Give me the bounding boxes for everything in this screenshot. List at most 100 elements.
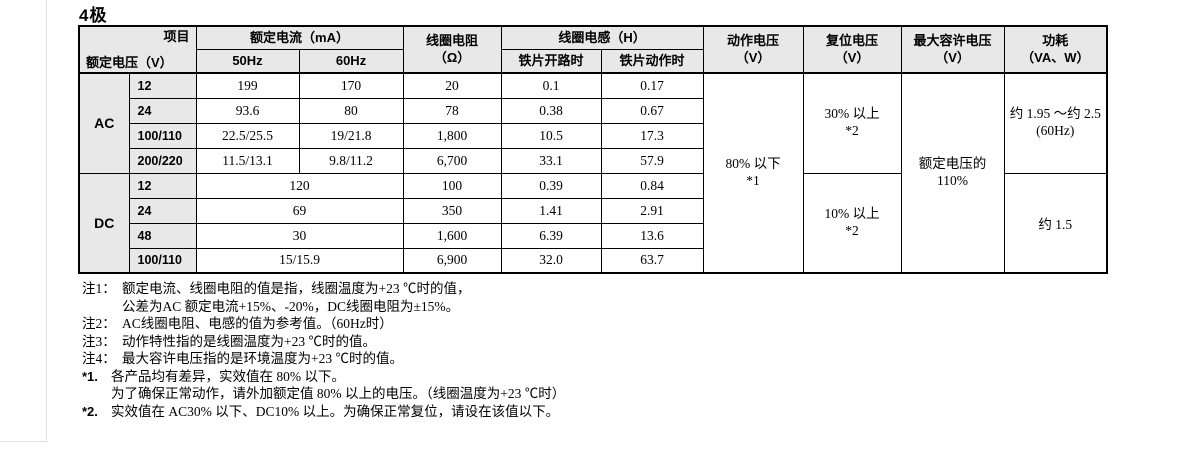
row-label-voltage: 12 [128, 172, 197, 199]
reset-voltage-dc-footref: *2 [845, 222, 859, 238]
cell-resistance: 78 [402, 97, 502, 124]
cell-current-dc: 69 [195, 197, 404, 224]
cell-inductance-operate: 57.9 [600, 147, 704, 174]
spec-table: 项目 额定电压（V） 额定电流（mA） 线圈电阻 （Ω） 线圈电感（H） 动作电… [78, 25, 1109, 274]
cell-inductance-open: 32.0 [500, 247, 602, 274]
cell-inductance-operate: 0.67 [600, 97, 704, 124]
header-rated-current: 额定电流（mA） [195, 25, 404, 50]
page-edge-vertical [46, 0, 47, 441]
max-voltage-value-line1: 额定电压的 [918, 156, 987, 172]
cell-power-dc: 约 1.5 [1003, 172, 1108, 274]
header-power-line2: （VA、W） [1021, 49, 1090, 65]
header-coil-inductance: 线圈电感（H） [500, 25, 704, 50]
footnote-star2: *2. 实效值在 AC30% 以下、DC10% 以上。为确保正常复位，请设在该值… [82, 403, 1042, 421]
cell-inductance-open: 1.41 [500, 197, 602, 224]
note-1: 注1： 额定电流、线圈电阻的值是指，线圈温度为+23 ℃时的值， 公差为AC 额… [82, 280, 1042, 315]
footnote-star2-label: *2. [82, 403, 98, 419]
cell-current-50hz: 199 [195, 72, 300, 99]
operate-voltage-footref: *1 [746, 173, 760, 188]
header-reset-voltage-line1: 复位电压 [826, 33, 879, 49]
header-50hz: 50Hz [195, 48, 300, 74]
cell-inductance-operate: 63.7 [600, 247, 704, 274]
footnote-star1-label: *1. [82, 368, 98, 384]
header-reset-voltage-line2: （V） [834, 49, 870, 65]
header-max-allowable-voltage: 最大容许电压 （V） [900, 25, 1005, 74]
page-title: 4极 [79, 6, 108, 25]
cell-current-50hz: 93.6 [195, 97, 300, 124]
header-max-voltage-line1: 最大容许电压 [913, 33, 992, 49]
reset-voltage-ac-value: 30% 以上 [824, 106, 880, 122]
note-3-line1: 动作特性指的是线圈温度为+23 ℃时的值。 [122, 333, 376, 349]
power-ac-value: 约 1.95 ～约 2.5 [1009, 106, 1101, 122]
header-coil-resistance: 线圈电阻 （Ω） [402, 25, 502, 74]
cell-inductance-open: 0.38 [500, 97, 602, 124]
cell-current-60hz: 170 [298, 72, 404, 99]
note-1-line2: 公差为AC 额定电流+15%、-20%，DC线圈电阻为±15%。 [122, 298, 460, 314]
row-label-voltage: 200/220 [128, 147, 197, 174]
note-4-line1: 最大容许电压指的是环境温度为+23 ℃时的值。 [122, 351, 403, 366]
note-2: 注2： AC线圈电阻、电感的值为参考值。（60Hz时） [82, 315, 1042, 333]
cell-inductance-operate: 0.17 [600, 72, 704, 99]
header-operate-voltage-line2: （V） [735, 49, 771, 65]
reset-voltage-dc-value: 10% 以上 [824, 205, 880, 221]
cell-inductance-open: 6.39 [500, 222, 602, 249]
cell-inductance-open: 0.1 [500, 72, 602, 99]
operate-voltage-value: 80% 以下 [725, 156, 781, 172]
header-power-line1: 功耗 [1042, 33, 1069, 49]
page-edge-horizontal [0, 441, 47, 442]
cell-resistance: 6,900 [402, 247, 502, 274]
cell-current-dc: 120 [195, 172, 404, 199]
cell-current-dc: 15/15.9 [195, 247, 404, 274]
header-operate-voltage: 动作电压 （V） [702, 25, 804, 74]
header-60hz: 60Hz [298, 48, 404, 74]
cell-current-dc: 30 [195, 222, 404, 249]
footnote-star2-line1: 实效值在 AC30% 以下、DC10% 以上。为确保正常复位，请设在该值以下。 [111, 403, 560, 419]
header-operate-voltage-line1: 动作电压 [727, 33, 780, 49]
note-2-label: 注2： [82, 316, 116, 331]
cell-inductance-operate: 2.91 [600, 197, 704, 224]
cell-operate-voltage: 80% 以下 *1 [702, 72, 804, 274]
footnote-star1-line1: 各产品均有差异，实效值在 80% 以下。 [111, 368, 345, 384]
footnote-star1-line2: 为了确保正常动作，请外加额定值 80% 以上的电压。（线圈温度为+23 ℃时） [111, 386, 566, 401]
cell-max-allowable-voltage: 额定电压的 110% [900, 72, 1005, 274]
row-label-voltage: 100/110 [128, 247, 197, 274]
row-label-voltage: 100/110 [128, 122, 197, 149]
row-label-voltage: 24 [128, 97, 197, 124]
footnote-star1: *1. 各产品均有差异，实效值在 80% 以下。 为了确保正常动作，请外加额定值… [82, 368, 1042, 403]
footnotes: 注1： 额定电流、线圈电阻的值是指，线圈温度为+23 ℃时的值， 公差为AC 额… [82, 280, 1042, 420]
row-label-voltage: 24 [128, 197, 197, 224]
header-coil-resistance-line1: 线圈电阻 [426, 33, 479, 49]
header-max-voltage-line2: （V） [935, 49, 970, 65]
cell-current-60hz: 80 [298, 97, 404, 124]
header-armature-open: 铁片开路时 [500, 48, 602, 74]
header-coil-resistance-line2: （Ω） [433, 49, 471, 65]
cell-current-60hz: 9.8/11.2 [298, 147, 404, 174]
cell-current-50hz: 22.5/25.5 [195, 122, 300, 149]
cell-inductance-open: 33.1 [500, 147, 602, 174]
cell-current-60hz: 19/21.8 [298, 122, 404, 149]
header-corner: 项目 额定电压（V） [78, 25, 197, 74]
header-rated-voltage: 额定电压（V） [86, 54, 173, 70]
cell-resistance: 1,600 [402, 222, 502, 249]
cell-resistance: 1,800 [402, 122, 502, 149]
note-3-label: 注3： [82, 333, 116, 349]
cell-resistance: 100 [402, 172, 502, 199]
group-label-dc: DC [78, 172, 130, 274]
note-1-line1: 额定电流、线圈电阻的值是指，线圈温度为+23 ℃时的值， [122, 281, 471, 296]
row-label-voltage: 48 [128, 222, 197, 249]
header-power-consumption: 功耗 （VA、W） [1003, 25, 1108, 74]
note-2-line1: AC线圈电阻、电感的值为参考值。（60Hz时） [122, 316, 393, 331]
cell-power-ac: 约 1.95 ～约 2.5 (60Hz) [1003, 72, 1108, 174]
cell-inductance-open: 10.5 [500, 122, 602, 149]
note-3: 注3： 动作特性指的是线圈温度为+23 ℃时的值。 [82, 333, 1042, 351]
cell-current-50hz: 11.5/13.1 [195, 147, 300, 174]
cell-reset-voltage-dc: 10% 以上 *2 [802, 172, 902, 274]
cell-resistance: 6,700 [402, 147, 502, 174]
power-ac-freq: (60Hz) [1036, 123, 1075, 139]
max-voltage-value-line2: 110% [937, 173, 969, 188]
group-label-ac: AC [78, 72, 130, 174]
header-armature-operate: 铁片动作时 [600, 48, 704, 74]
header-reset-voltage: 复位电压 （V） [802, 25, 902, 74]
cell-inductance-open: 0.39 [500, 172, 602, 199]
row-label-voltage: 12 [128, 72, 197, 99]
